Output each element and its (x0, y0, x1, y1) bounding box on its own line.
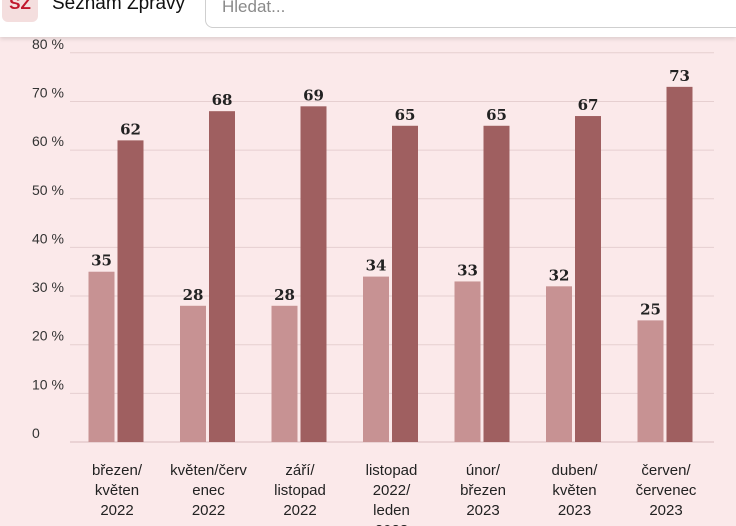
y-tick-label: 80 % (32, 36, 64, 52)
data-label: 65 (486, 106, 507, 124)
data-label: 62 (120, 120, 141, 138)
data-label: 32 (549, 266, 570, 284)
data-label: 33 (457, 261, 478, 279)
x-axis-ticks: březen/květen 2022 květen/červ enec 2022 září… (92, 462, 697, 526)
y-tick-label: 10 % (32, 376, 64, 392)
bar (88, 271, 115, 442)
y-tick-label: 50 % (32, 182, 64, 198)
data-label: 65 (395, 106, 416, 124)
data-label: 25 (640, 300, 661, 318)
bar (546, 286, 572, 442)
y-tick-label: 70 % (32, 84, 64, 100)
site-logo[interactable]: SZ (2, 0, 38, 22)
data-label: 35 (91, 252, 112, 270)
data-label: 67 (578, 96, 599, 114)
data-label: 73 (669, 67, 690, 85)
x-tick-label: červen/červenec 2023 (636, 462, 697, 519)
y-tick-label: 0 (32, 425, 40, 441)
x-tick-label: květen/červ enec 2022 (170, 462, 247, 519)
bar (209, 111, 235, 443)
data-label: 68 (212, 91, 233, 109)
bar (271, 305, 298, 442)
data-label: 69 (303, 86, 324, 104)
data-label: 28 (183, 286, 204, 304)
top-navigation-bar: SZ Seznam Zprávy (0, 0, 736, 37)
y-tick-label: 30 % (32, 279, 64, 295)
site-title[interactable]: Seznam Zprávy (52, 0, 186, 14)
y-axis-ticks: 0 10 % 20 % 30 % 40 % 50 % 60 % 70 % 80 % (32, 36, 64, 441)
bar (483, 125, 510, 443)
bar (180, 305, 206, 442)
y-tick-label: 20 % (32, 328, 64, 344)
bar (392, 125, 418, 443)
y-tick-label: 60 % (32, 133, 64, 149)
x-tick-label: duben/květen 2023 (552, 462, 599, 519)
data-label: 28 (274, 286, 295, 304)
x-tick-label: září/listopad 2022 (274, 462, 326, 519)
bar (363, 276, 389, 442)
data-label: 34 (366, 257, 387, 275)
data-labels: 35 62 28 68 28 69 34 65 33 65 32 67 25 73 (91, 67, 690, 319)
y-tick-label: 40 % (32, 230, 64, 246)
bar (117, 140, 144, 442)
bars (88, 86, 693, 443)
bar (575, 116, 601, 443)
bar (454, 281, 481, 442)
x-tick-label: březen/květen 2022 (92, 462, 143, 519)
x-tick-label: únor/březen 2023 (460, 462, 506, 519)
bar (637, 320, 664, 442)
bar (666, 86, 693, 442)
search-input[interactable] (205, 0, 736, 28)
bar (300, 106, 327, 442)
